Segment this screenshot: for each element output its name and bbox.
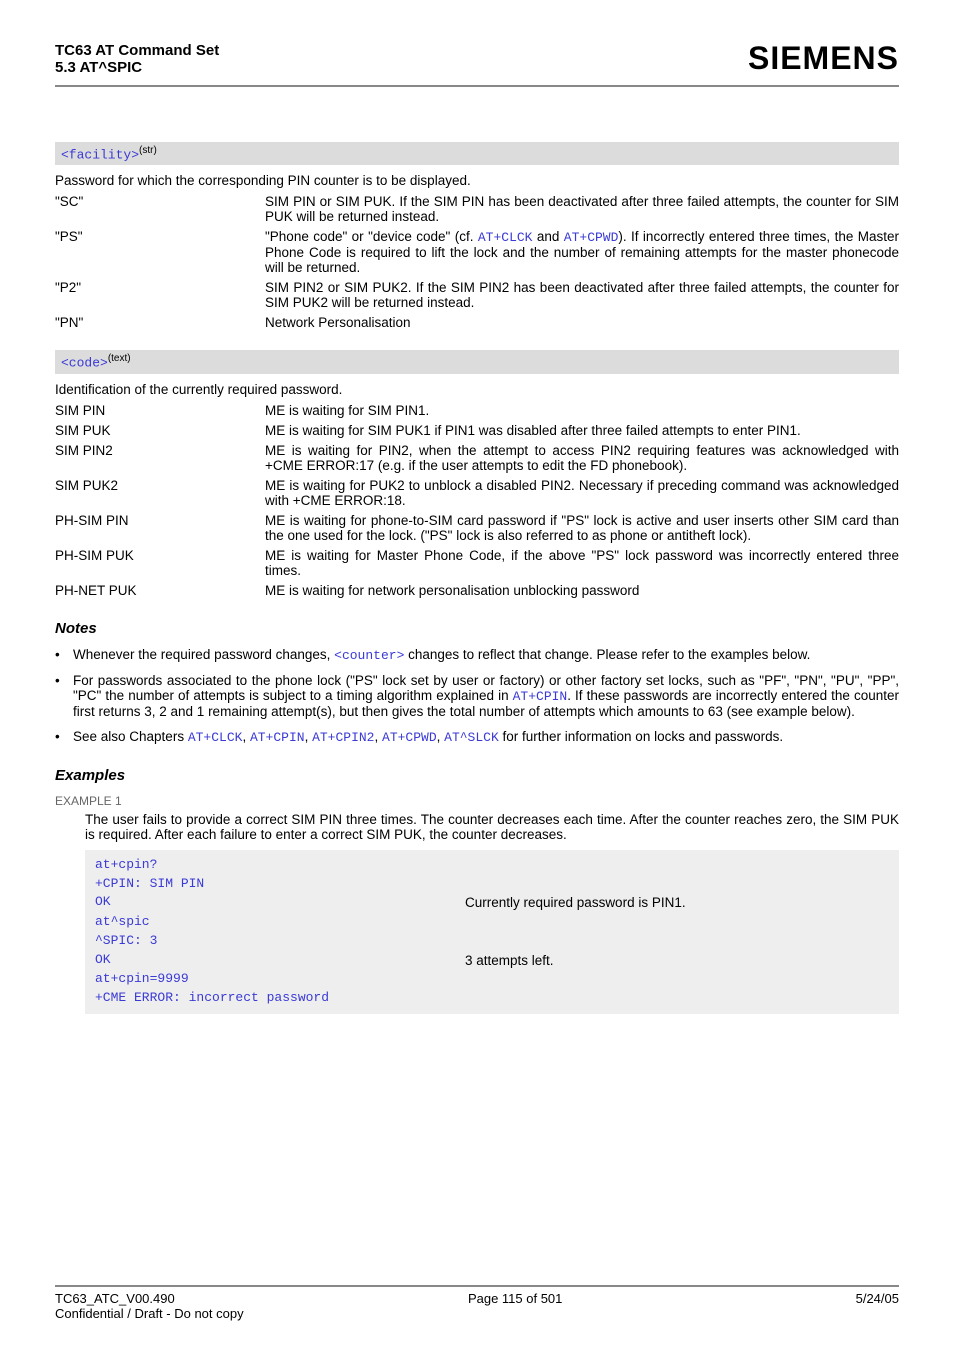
examples-title: Examples [55, 767, 899, 784]
code-line: at+cpin=9999 [95, 970, 889, 989]
note-item: For passwords associated to the phone lo… [73, 673, 899, 719]
code-intro: Identification of the currently required… [55, 382, 899, 397]
facility-intro: Password for which the corresponding PIN… [55, 173, 899, 188]
code-comment: Currently required password is PIN1. [465, 893, 686, 913]
code-cmd: +CPIN: SIM PIN [95, 875, 465, 894]
code-term: PH-NET PUK [55, 583, 265, 598]
code-cmd: at^spic [95, 913, 465, 932]
text: for further information on locks and pas… [499, 729, 783, 744]
code-row: PH-SIM PIN ME is waiting for phone-to-SI… [55, 513, 899, 543]
code-term: PH-SIM PUK [55, 548, 265, 563]
footer-row: TC63_ATC_V00.490 Page 115 of 501 5/24/05 [55, 1291, 899, 1306]
code-block: at+cpin? +CPIN: SIM PIN OKCurrently requ… [85, 850, 899, 1014]
facility-row-p2: "P2" SIM PIN2 or SIM PUK2. If the SIM PI… [55, 280, 899, 310]
text: , [242, 729, 250, 744]
code-desc: ME is waiting for PIN2, when the attempt… [265, 443, 899, 473]
notes-list: Whenever the required password changes, … [55, 647, 899, 745]
facility-desc: Network Personalisation [265, 315, 899, 330]
code-desc: ME is waiting for SIM PUK1 if PIN1 was d… [265, 423, 899, 438]
code-line: OKCurrently required password is PIN1. [95, 893, 889, 913]
code-row: PH-SIM PUK ME is waiting for Master Phon… [55, 548, 899, 578]
example-intro: The user fails to provide a correct SIM … [85, 812, 899, 842]
code-line: +CPIN: SIM PIN [95, 875, 889, 894]
link-atclck[interactable]: AT+CLCK [188, 730, 243, 745]
code-term: SIM PIN [55, 403, 265, 418]
code-desc: ME is waiting for phone-to-SIM card pass… [265, 513, 899, 543]
header-left: TC63 AT Command Set 5.3 AT^SPIC [55, 42, 219, 76]
footer-version: TC63_ATC_V00.490 [55, 1291, 175, 1306]
note-item: Whenever the required password changes, … [73, 647, 899, 663]
footer-page: Page 115 of 501 [468, 1291, 562, 1306]
code-line: ^SPIC: 3 [95, 932, 889, 951]
page-footer: TC63_ATC_V00.490 Page 115 of 501 5/24/05… [55, 1285, 899, 1321]
code-desc: ME is waiting for SIM PIN1. [265, 403, 899, 418]
param-code-name: <code> [61, 356, 108, 371]
text: , [375, 729, 383, 744]
link-atclck[interactable]: AT+CLCK [478, 230, 533, 245]
param-facility-name: <facility> [61, 147, 139, 162]
facility-row-ps: "PS" "Phone code" or "device code" (cf. … [55, 229, 899, 275]
code-row: SIM PIN2 ME is waiting for PIN2, when th… [55, 443, 899, 473]
example-label: EXAMPLE 1 [55, 794, 899, 808]
code-cmd: OK [95, 951, 465, 971]
link-counter[interactable]: <counter> [334, 648, 404, 663]
text: "Phone code" or "device code" (cf. [265, 229, 478, 244]
code-cmd: at+cpin? [95, 856, 465, 875]
code-line: at+cpin? [95, 856, 889, 875]
code-row: SIM PUK2 ME is waiting for PUK2 to unblo… [55, 478, 899, 508]
code-line: +CME ERROR: incorrect password [95, 989, 889, 1008]
text: Whenever the required password changes, [73, 647, 334, 662]
link-atcpin[interactable]: AT+CPIN [250, 730, 305, 745]
code-desc: ME is waiting for Master Phone Code, if … [265, 548, 899, 578]
link-atcpin[interactable]: AT+CPIN [513, 689, 568, 704]
footer-confidential: Confidential / Draft - Do not copy [55, 1306, 899, 1321]
code-term: SIM PUK2 [55, 478, 265, 493]
siemens-logo: SIEMENS [748, 40, 899, 77]
text: and [532, 229, 563, 244]
page: TC63 AT Command Set 5.3 AT^SPIC SIEMENS … [0, 0, 954, 1351]
facility-desc: SIM PIN2 or SIM PUK2. If the SIM PIN2 ha… [265, 280, 899, 310]
note-item: See also Chapters AT+CLCK, AT+CPIN, AT+C… [73, 729, 899, 745]
page-header: TC63 AT Command Set 5.3 AT^SPIC SIEMENS [55, 40, 899, 87]
text: See also Chapters [73, 729, 188, 744]
facility-row-pn: "PN" Network Personalisation [55, 315, 899, 330]
code-term: SIM PUK [55, 423, 265, 438]
code-cmd: OK [95, 893, 465, 913]
link-atcpwd[interactable]: AT+CPWD [564, 230, 619, 245]
link-atcpwd[interactable]: AT+CPWD [382, 730, 437, 745]
code-cmd: ^SPIC: 3 [95, 932, 465, 951]
code-cmd: +CME ERROR: incorrect password [95, 989, 465, 1008]
facility-term: "P2" [55, 280, 265, 295]
link-atslck[interactable]: AT^SLCK [444, 730, 499, 745]
param-facility-header: <facility>(str) [55, 142, 899, 165]
facility-term: "SC" [55, 194, 265, 209]
footer-date: 5/24/05 [856, 1291, 899, 1306]
section-number: 5.3 AT^SPIC [55, 59, 219, 76]
code-desc: ME is waiting for network personalisatio… [265, 583, 899, 598]
notes-title: Notes [55, 620, 899, 637]
param-code-type: (text) [108, 353, 131, 364]
text: changes to reflect that change. Please r… [404, 647, 810, 662]
facility-desc: SIM PIN or SIM PUK. If the SIM PIN has b… [265, 194, 899, 224]
facility-row-sc: "SC" SIM PIN or SIM PUK. If the SIM PIN … [55, 194, 899, 224]
code-row: PH-NET PUK ME is waiting for network per… [55, 583, 899, 598]
text: , [305, 729, 313, 744]
code-line: OK3 attempts left. [95, 951, 889, 971]
code-cmd: at+cpin=9999 [95, 970, 465, 989]
document-title: TC63 AT Command Set [55, 42, 219, 59]
link-atcpin2[interactable]: AT+CPIN2 [312, 730, 374, 745]
facility-desc: "Phone code" or "device code" (cf. AT+CL… [265, 229, 899, 275]
param-facility-type: (str) [139, 145, 157, 156]
code-term: PH-SIM PIN [55, 513, 265, 528]
param-code-header: <code>(text) [55, 350, 899, 373]
facility-term: "PN" [55, 315, 265, 330]
code-row: SIM PIN ME is waiting for SIM PIN1. [55, 403, 899, 418]
code-row: SIM PUK ME is waiting for SIM PUK1 if PI… [55, 423, 899, 438]
code-line: at^spic [95, 913, 889, 932]
facility-term: "PS" [55, 229, 265, 244]
code-comment: 3 attempts left. [465, 951, 554, 971]
text: , [437, 729, 445, 744]
code-desc: ME is waiting for PUK2 to unblock a disa… [265, 478, 899, 508]
code-term: SIM PIN2 [55, 443, 265, 458]
